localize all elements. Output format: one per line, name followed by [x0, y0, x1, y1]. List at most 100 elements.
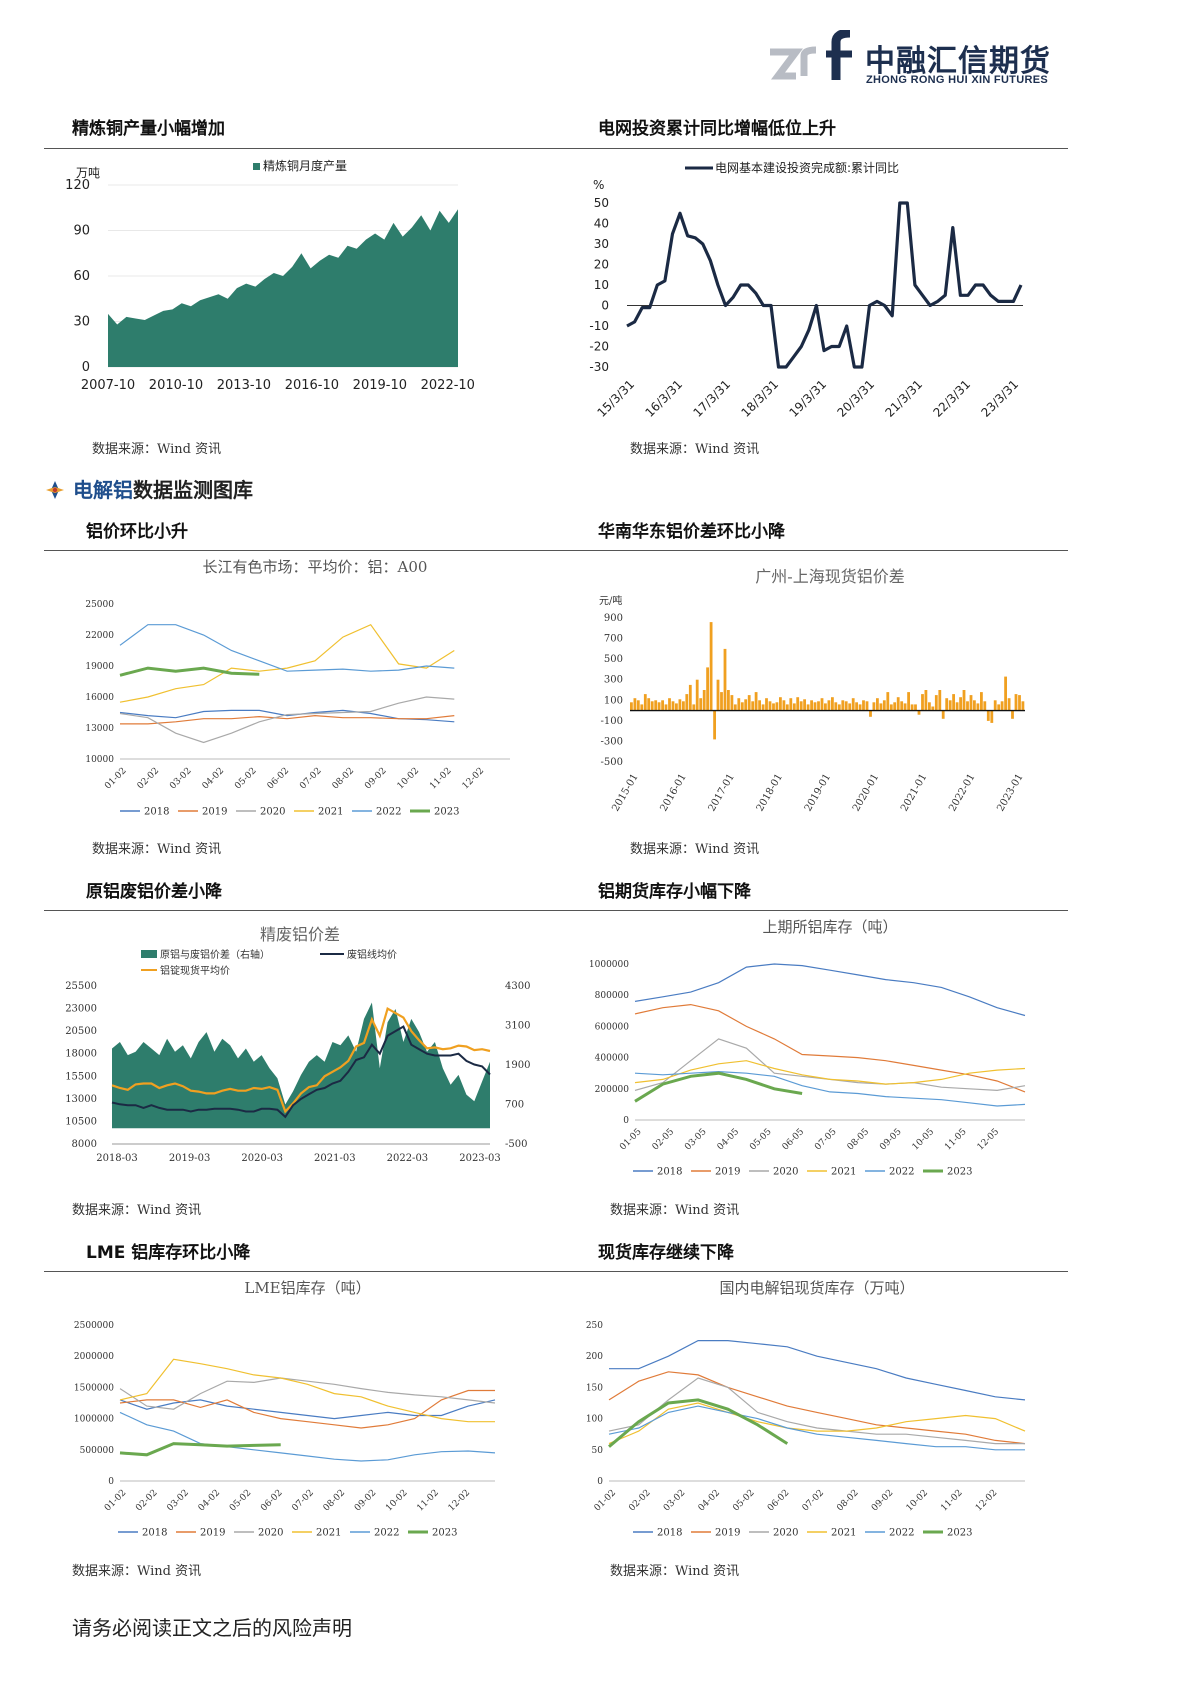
- spread-bar: [900, 701, 904, 711]
- x-tick-label: 06-02: [766, 1488, 791, 1513]
- y-tick-label: 200000: [595, 1085, 630, 1095]
- spread-bar: [768, 701, 772, 711]
- spread-bar: [1007, 698, 1011, 711]
- x-tick-label: 2020-01: [851, 772, 881, 813]
- x-tick-label: 01-02: [103, 766, 128, 791]
- x-tick-label: 01-05: [618, 1127, 644, 1153]
- spread-bar: [716, 679, 720, 711]
- y-tick-label: 0: [597, 1477, 603, 1487]
- series-line-scrap: [111, 1025, 491, 1119]
- series-line-2021: [608, 1402, 1026, 1445]
- x-tick-label: 16/3/31: [643, 377, 686, 420]
- spread-bar: [841, 700, 845, 711]
- risk-disclaimer: 请务必阅读正文之后的风险声明: [72, 1616, 352, 1640]
- x-tick-label: 2020-03: [241, 1153, 283, 1164]
- spread-bar: [678, 699, 682, 711]
- copper-output-title: 精炼铜产量小幅增加: [72, 119, 225, 139]
- spread-bar: [695, 679, 699, 711]
- spread-bar: [682, 701, 685, 711]
- spread-bar: [837, 704, 841, 711]
- y-tick-label: -20: [589, 340, 609, 354]
- y2-tick-label: 1900: [505, 1060, 530, 1071]
- legend-label: 2020: [260, 807, 285, 818]
- spread-bar: [647, 698, 651, 711]
- y-tick-label: 900: [604, 613, 623, 624]
- x-tick-label: 02-02: [136, 766, 161, 791]
- spread-bar: [643, 694, 647, 711]
- series-line-2018: [119, 709, 455, 723]
- spread-bar: [962, 690, 966, 711]
- series-line-2021: [634, 1060, 1026, 1085]
- spread-bar: [654, 700, 658, 711]
- legend-label: 2023: [947, 1167, 972, 1178]
- y-tick-label: 500: [604, 654, 623, 665]
- y-tick-label: 120: [65, 178, 90, 193]
- x-tick-label: 11-05: [943, 1127, 969, 1153]
- source-note: 数据来源：Wind 资讯: [92, 842, 222, 857]
- legend-label: 2021: [831, 1167, 856, 1178]
- spread-bar: [758, 700, 761, 711]
- shfe-stock-title: 铝期货库存小幅下降: [598, 882, 751, 902]
- spread-bar: [990, 710, 994, 723]
- spread-bar: [751, 701, 755, 711]
- legend-label: 2020: [773, 1528, 798, 1539]
- x-tick-label: 06-02: [266, 766, 291, 791]
- spread-bar: [772, 703, 775, 711]
- x-tick-label: 2018-03: [96, 1153, 138, 1164]
- x-tick-label: 02-05: [651, 1127, 677, 1153]
- x-tick-label: 12-02: [974, 1488, 999, 1513]
- section-heading: 电解铝数据监测图库: [44, 474, 253, 503]
- spread-bar: [869, 710, 872, 717]
- y-tick-label: 16000: [85, 693, 114, 703]
- spread-bar: [671, 701, 675, 711]
- y2-tick-label: 700: [505, 1100, 524, 1111]
- x-tick-label: 12-02: [447, 1488, 472, 1513]
- spread-bar: [675, 703, 678, 711]
- x-tick-label: 18/3/31: [739, 377, 782, 420]
- x-tick-label: 04-02: [697, 1488, 722, 1513]
- spread-bar: [661, 700, 664, 711]
- divider: [44, 1271, 1068, 1272]
- x-tick-label: 2017-01: [707, 772, 737, 813]
- x-tick-label: 01-02: [593, 1488, 618, 1513]
- source-note: 数据来源：Wind 资讯: [72, 1203, 202, 1218]
- spread-bar: [896, 697, 900, 711]
- legend-label: 2023: [947, 1528, 972, 1539]
- area-series: [108, 209, 458, 367]
- legend-label: 2018: [657, 1167, 682, 1178]
- y-tick-label: 50: [594, 196, 609, 210]
- y-tick-label: 400000: [595, 1054, 630, 1064]
- lme-stock-title: LME 铝库存环比小降: [86, 1243, 251, 1263]
- legend-label: 2018: [657, 1528, 682, 1539]
- x-tick-label: 09-02: [363, 766, 388, 791]
- y-tick-label: 600000: [595, 1022, 630, 1032]
- section-heading-rest: 数据监测图库: [132, 478, 253, 502]
- spread-bar: [799, 701, 803, 711]
- spread-bar: [733, 704, 737, 711]
- spread-bar: [640, 704, 644, 711]
- spread-bar: [876, 698, 879, 711]
- series-line-2019: [608, 1371, 1026, 1445]
- series-line-2022: [634, 1070, 1026, 1107]
- scrap-spread-title: 原铝废铝价差小降: [86, 882, 222, 902]
- spread-bar: [959, 697, 962, 711]
- y-tick-label: -100: [601, 716, 623, 727]
- spread-bar: [907, 692, 910, 711]
- y-tick-label: 22000: [85, 631, 114, 641]
- source-note: 数据来源：Wind 资讯: [610, 1564, 740, 1579]
- x-tick-label: 07-02: [290, 1488, 315, 1513]
- spread-bar: [740, 702, 744, 711]
- legend-label: 2019: [715, 1528, 740, 1539]
- spread-bar: [782, 700, 786, 711]
- spread-bar: [817, 701, 820, 711]
- y-axis-unit: 元/吨: [599, 594, 622, 607]
- y-tick-label: 40: [594, 217, 609, 231]
- al-price-title: 铝价环比小升: [86, 522, 188, 542]
- legend-swatch: [141, 950, 157, 958]
- x-tick-label: 23/3/31: [979, 377, 1022, 420]
- x-tick-label: 04-02: [201, 766, 226, 791]
- legend-label: 2022: [889, 1167, 914, 1178]
- spread-bar: [820, 698, 824, 711]
- x-tick-label: 2022-10: [421, 378, 475, 393]
- x-tick-label: 2016-01: [658, 772, 688, 813]
